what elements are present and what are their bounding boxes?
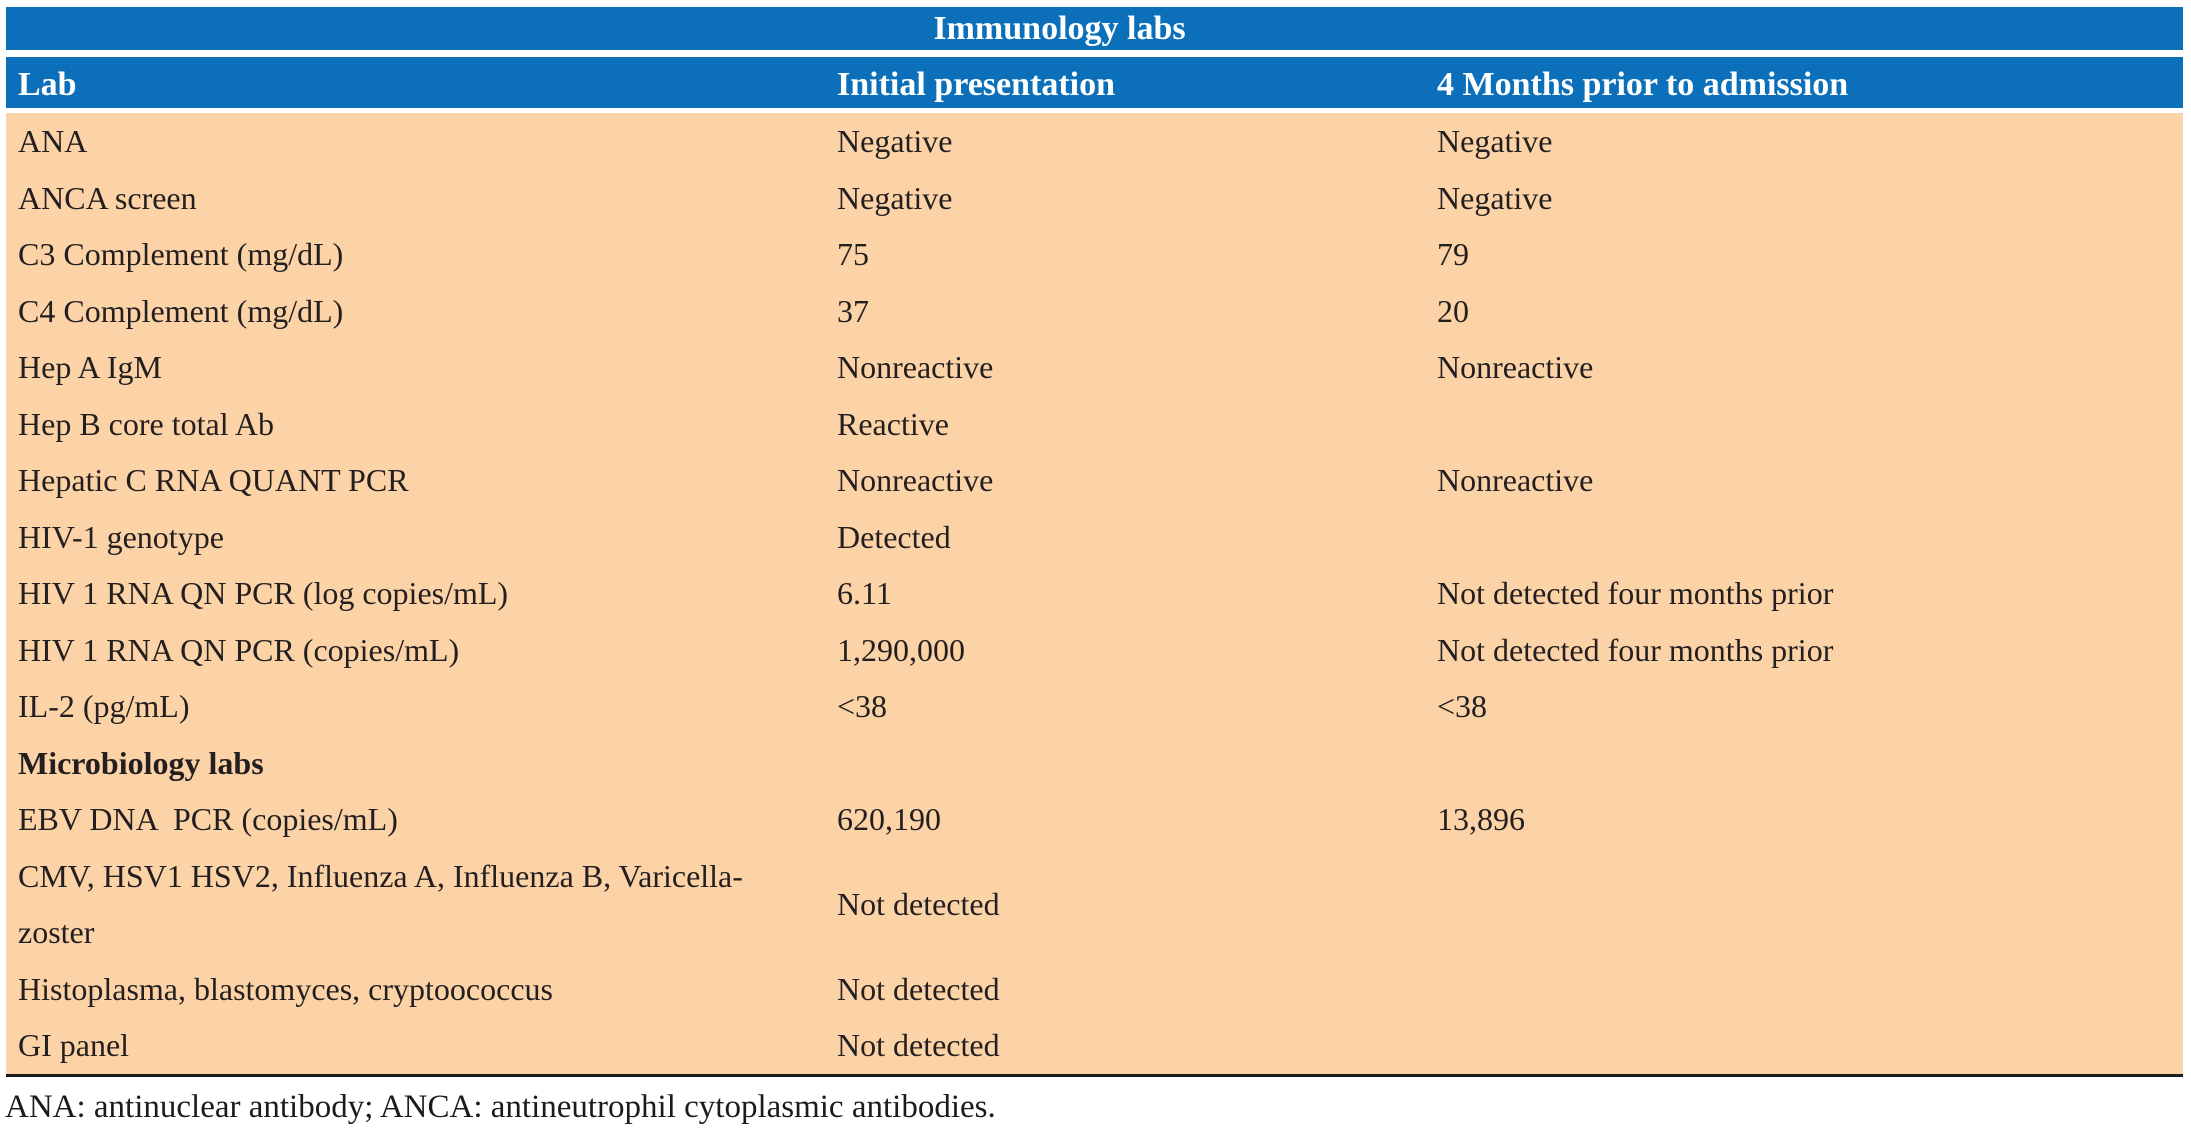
initial-value-cell: Reactive	[837, 405, 949, 442]
table-row-il2: IL-2 (pg/mL) <38 <38	[6, 678, 2183, 735]
initial-value-cell: 1,290,000	[837, 631, 965, 668]
table-row-cmv-hsv-influenza-vzv: CMV, HSV1 HSV2, Influenza A, Influenza B…	[6, 848, 2183, 961]
initial-value-cell: Not detected	[837, 970, 1000, 1007]
prior-value-cell: 79	[1437, 236, 1469, 273]
initial-value-cell: Not detected	[837, 1027, 1000, 1064]
column-header-4-months-prior: 4 Months prior to admission	[1437, 66, 1849, 103]
immunology-labs-table: Immunology labs Lab Initial presentation…	[6, 7, 2183, 1077]
initial-value-cell: Not detected	[837, 886, 1000, 922]
table-row-gi-panel: GI panel Not detected	[6, 1017, 2183, 1074]
table-footnote: ANA: antinuclear antibody; ANCA: antineu…	[5, 1089, 996, 1125]
initial-value-cell: 620,190	[837, 801, 941, 838]
table-row-c4-complement: C4 Complement (mg/dL) 37 20	[6, 283, 2183, 340]
section-title: Microbiology labs	[18, 744, 264, 781]
lab-name-cell: C3 Complement (mg/dL)	[18, 236, 344, 273]
table-row-histoplasma-blastomyces: Histoplasma, blastomyces, cryptoococcus …	[6, 961, 2183, 1018]
initial-value-cell: Nonreactive	[837, 349, 994, 386]
table-row-hep-b-core: Hep B core total Ab Reactive	[6, 396, 2183, 453]
initial-value-cell: Negative	[837, 123, 953, 160]
lab-name-cell: EBV DNA PCR (copies/mL)	[18, 801, 398, 838]
divider	[6, 50, 2183, 57]
table-header-row: Lab Initial presentation 4 Months prior …	[6, 57, 2183, 108]
prior-value-cell: Nonreactive	[1437, 349, 1594, 386]
column-header-lab: Lab	[18, 66, 77, 103]
prior-value-cell: Negative	[1437, 123, 1553, 160]
initial-value-cell: <38	[837, 688, 888, 725]
lab-name-cell: Hepatic C RNA QUANT PCR	[18, 462, 409, 499]
prior-value-cell: 13,896	[1437, 801, 1525, 838]
lab-name-cell: C4 Complement (mg/dL)	[18, 292, 344, 329]
initial-value-cell: Detected	[837, 518, 951, 555]
table-row-c3-complement: C3 Complement (mg/dL) 75 79	[6, 226, 2183, 283]
lab-name-cell: GI panel	[18, 1027, 130, 1064]
prior-value-cell: Not detected four months prior	[1437, 575, 1834, 612]
lab-name-cell: Histoplasma, blastomyces, cryptoococcus	[18, 970, 553, 1007]
lab-name-cell: HIV-1 genotype	[18, 518, 224, 555]
lab-name-cell: CMV, HSV1 HSV2, Influenza A, Influenza B…	[18, 858, 743, 950]
initial-value-cell: 6.11	[837, 575, 892, 612]
prior-value-cell: 20	[1437, 292, 1469, 329]
table-row-hiv1-genotype: HIV-1 genotype Detected	[6, 509, 2183, 566]
table-row-hepatic-c-rna: Hepatic C RNA QUANT PCR Nonreactive Nonr…	[6, 452, 2183, 509]
prior-value-cell: Nonreactive	[1437, 462, 1594, 499]
prior-value-cell: <38	[1437, 688, 1488, 725]
section-header-microbiology-labs: Microbiology labs	[6, 735, 2183, 792]
table-body: ANA Negative Negative ANCA screen Negati…	[6, 113, 2183, 1077]
lab-name-cell: HIV 1 RNA QN PCR (log copies/mL)	[18, 575, 509, 612]
prior-value-cell: Negative	[1437, 179, 1553, 216]
initial-value-cell: 37	[837, 292, 869, 329]
lab-name-cell: Hep A IgM	[18, 349, 162, 386]
column-header-initial-presentation: Initial presentation	[837, 66, 1116, 103]
initial-value-cell: Nonreactive	[837, 462, 994, 499]
initial-value-cell: Negative	[837, 179, 953, 216]
lab-name-cell: HIV 1 RNA QN PCR (copies/mL)	[18, 631, 460, 668]
divider	[6, 108, 2183, 113]
table-row-hiv1-rna-log: HIV 1 RNA QN PCR (log copies/mL) 6.11 No…	[6, 565, 2183, 622]
table-row-hep-a-igm: Hep A IgM Nonreactive Nonreactive	[6, 339, 2183, 396]
lab-name-cell: ANA	[18, 123, 88, 160]
table-row-anca-screen: ANCA screen Negative Negative	[6, 170, 2183, 227]
lab-name-cell: Hep B core total Ab	[18, 405, 274, 442]
table-row-ebv-dna-pcr: EBV DNA PCR (copies/mL) 620,190 13,896	[6, 791, 2183, 848]
table-title-bar: Immunology labs	[6, 7, 2183, 50]
lab-name-cell: IL-2 (pg/mL)	[18, 688, 190, 725]
lab-name-cell: ANCA screen	[18, 179, 197, 216]
table-row-hiv1-rna-copies: HIV 1 RNA QN PCR (copies/mL) 1,290,000 N…	[6, 622, 2183, 679]
prior-value-cell: Not detected four months prior	[1437, 631, 1834, 668]
table-row-ana: ANA Negative Negative	[6, 113, 2183, 170]
initial-value-cell: 75	[837, 236, 869, 273]
table-title: Immunology labs	[933, 9, 1186, 47]
